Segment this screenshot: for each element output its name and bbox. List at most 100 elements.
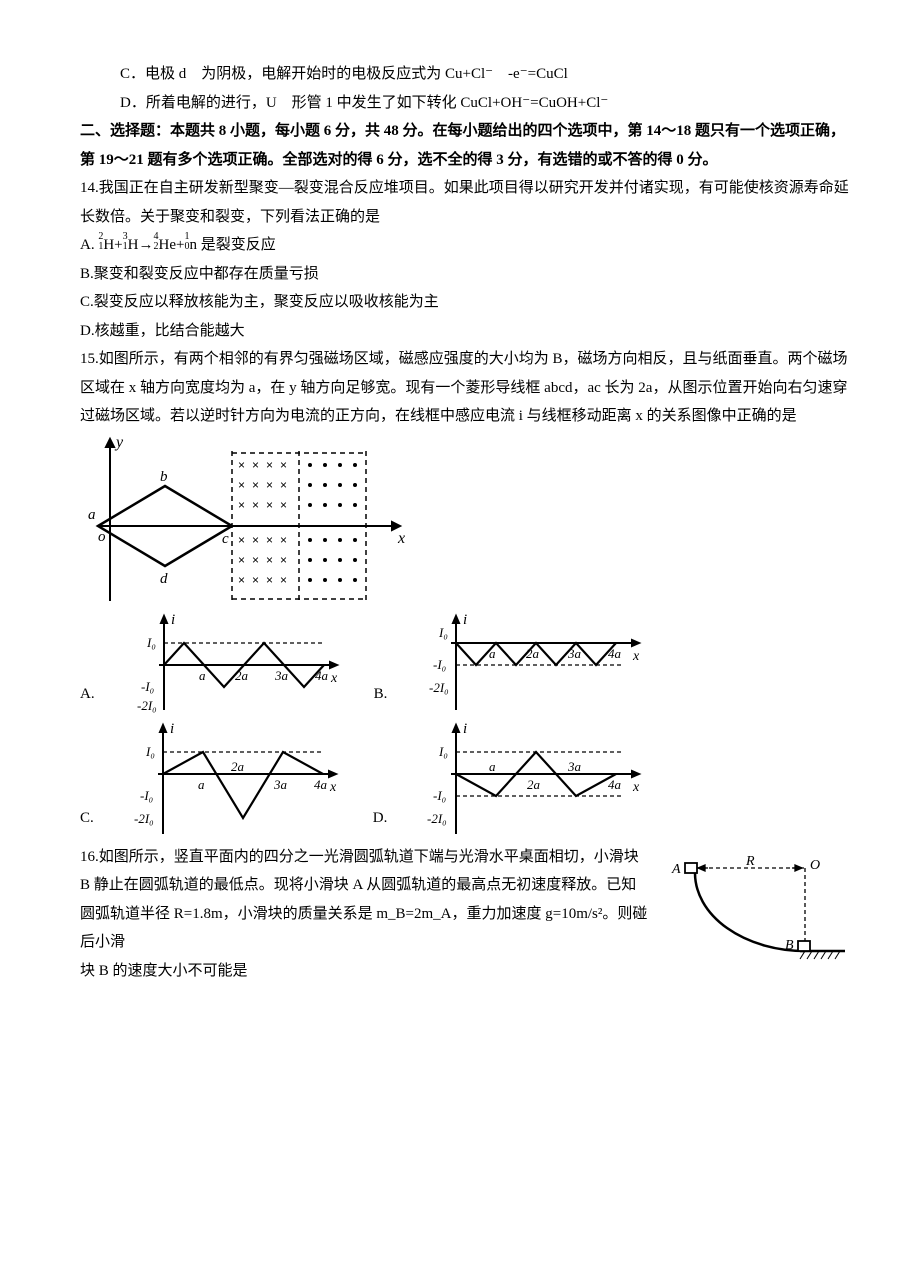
q14-option-a: A. 21H+31H→42He+10n 是裂变反应 — [80, 231, 850, 260]
svg-text:3a: 3a — [273, 777, 288, 792]
svg-text:-I₀: -I₀ — [433, 657, 446, 672]
svg-text:×: × — [252, 478, 259, 492]
svg-text:-2I₀: -2I₀ — [134, 811, 154, 826]
svg-text:×: × — [266, 478, 273, 492]
svg-text:i: i — [171, 612, 175, 628]
svg-text:×: × — [252, 498, 259, 512]
q14-option-d: D.核越重，比结合能越大 — [80, 317, 850, 346]
svg-text:a: a — [489, 759, 496, 774]
q15-stem: 15.如图所示，有两个相邻的有界匀强磁场区域，磁感应强度的大小均为 B，磁场方向… — [80, 345, 850, 431]
svg-text:-2I₀: -2I₀ — [427, 811, 447, 826]
q16-stem: 16.如图所示，竖直平面内的四分之一光滑圆弧轨道下端与光滑水平桌面相切，小滑块 … — [80, 843, 650, 957]
svg-text:x: x — [632, 649, 640, 664]
svg-text:2a: 2a — [527, 777, 541, 792]
svg-text:2a: 2a — [235, 668, 249, 683]
y-axis-label: y — [114, 434, 124, 451]
svg-text:×: × — [252, 458, 259, 472]
svg-text:3a: 3a — [274, 668, 289, 683]
svg-text:x: x — [329, 780, 337, 795]
q15-options-row1: A. i x I₀ -I₀ -2I₀ a 2a 3a 4a B. — [80, 610, 850, 715]
x-axis-label: x — [397, 530, 405, 547]
svg-text:×: × — [238, 553, 245, 567]
svg-text:-I₀: -I₀ — [140, 788, 153, 803]
svg-text:×: × — [280, 573, 287, 587]
svg-text:×: × — [252, 533, 259, 547]
svg-text:×: × — [266, 458, 273, 472]
svg-text:-2I₀: -2I₀ — [137, 698, 157, 713]
q15-graph-a: i x I₀ -I₀ -2I₀ a 2a 3a 4a — [129, 610, 344, 715]
svg-text:×: × — [280, 498, 287, 512]
svg-text:I₀: I₀ — [145, 744, 155, 759]
svg-text:B: B — [785, 938, 794, 953]
svg-text:3a: 3a — [567, 759, 582, 774]
svg-text:×: × — [238, 458, 245, 472]
prev-option-d: D．所着电解的进行，U 形管 1 中发生了如下转化 CuCl+OH⁻=CuOH+… — [80, 89, 850, 118]
svg-text:a: a — [489, 646, 496, 661]
q14-stem: 14.我国正在自主研发新型聚变—裂变混合反应堆项目。如果此项目得以研究开发并付诸… — [80, 174, 850, 231]
q14-option-c: C.裂变反应以释放核能为主，聚变反应以吸收核能为主 — [80, 288, 850, 317]
label-c: c — [222, 531, 229, 547]
svg-text:×: × — [252, 573, 259, 587]
svg-text:R: R — [745, 854, 755, 869]
svg-text:x: x — [632, 780, 640, 795]
svg-text:4a: 4a — [608, 777, 622, 792]
svg-text:x: x — [330, 671, 338, 686]
svg-text:I₀: I₀ — [438, 625, 448, 640]
q15-main-figure: y x a o b c d × × × × × × × × × × × × × × × × × × × × ×… — [80, 431, 850, 606]
q15-options-row2: C. i x I₀ -I₀ -2I₀ a 2a 3a 4a D. — [80, 719, 850, 839]
label-d: d — [160, 571, 168, 587]
section-2-heading: 二、选择题：本题共 8 小题，每小题 6 分，共 48 分。在每小题给出的四个选… — [80, 117, 850, 174]
label-o: o — [98, 529, 106, 545]
svg-text:i: i — [463, 721, 467, 737]
svg-text:-I₀: -I₀ — [141, 679, 154, 694]
svg-text:a: a — [199, 668, 206, 683]
svg-text:3a: 3a — [567, 646, 582, 661]
svg-text:i: i — [463, 612, 467, 628]
svg-text:a: a — [198, 777, 205, 792]
svg-text:I₀: I₀ — [146, 635, 156, 650]
q15-graph-c: i x I₀ -I₀ -2I₀ a 2a 3a 4a — [128, 719, 343, 839]
prev-option-c: C．电极 d 为阴极，电解开始时的电极反应式为 Cu+Cl⁻ -e⁻=CuCl — [80, 60, 850, 89]
svg-text:×: × — [266, 498, 273, 512]
svg-text:×: × — [238, 478, 245, 492]
svg-text:i: i — [170, 721, 174, 737]
nuclear-eq: 21H+31H→42He+10n — [98, 231, 197, 260]
q15-graph-b: i x I₀ -I₀ -2I₀ a 2a 3a 4a — [421, 610, 646, 715]
svg-text:4a: 4a — [315, 668, 329, 683]
svg-text:×: × — [238, 573, 245, 587]
svg-text:×: × — [280, 478, 287, 492]
svg-text:×: × — [280, 553, 287, 567]
label-b: b — [160, 469, 168, 485]
svg-text:×: × — [266, 533, 273, 547]
svg-text:2a: 2a — [526, 646, 540, 661]
svg-text:×: × — [280, 533, 287, 547]
svg-text:×: × — [252, 553, 259, 567]
svg-text:4a: 4a — [314, 777, 328, 792]
svg-text:I₀: I₀ — [438, 744, 448, 759]
q14-option-b: B.聚变和裂变反应中都存在质量亏损 — [80, 260, 850, 289]
q15-label-b: B. — [374, 680, 388, 715]
svg-text:-I₀: -I₀ — [433, 788, 446, 803]
q15-label-a: A. — [80, 680, 95, 715]
svg-text:×: × — [266, 573, 273, 587]
svg-text:A: A — [671, 862, 681, 877]
q15-label-c: C. — [80, 804, 94, 839]
svg-text:×: × — [280, 458, 287, 472]
q14-a-suffix: 是裂变反应 — [201, 237, 276, 253]
q16-block: 16.如图所示，竖直平面内的四分之一光滑圆弧轨道下端与光滑水平桌面相切，小滑块 … — [80, 843, 850, 986]
q16-figure: R A B O — [650, 843, 850, 973]
q15-graph-d: i x I₀ -I₀ -2I₀ a 2a 3a 4a — [421, 719, 646, 839]
svg-text:O: O — [810, 858, 820, 873]
svg-text:×: × — [238, 498, 245, 512]
svg-text:2a: 2a — [231, 759, 245, 774]
q16-stem-2: 块 B 的速度大小不可能是 — [80, 957, 650, 986]
svg-text:-2I₀: -2I₀ — [429, 680, 449, 695]
svg-text:×: × — [266, 553, 273, 567]
svg-text:4a: 4a — [608, 646, 622, 661]
q16-stem-1: 16.如图所示，竖直平面内的四分之一光滑圆弧轨道下端与光滑水平桌面相切，小滑块 … — [80, 849, 647, 951]
label-a: a — [88, 507, 96, 523]
q15-label-d: D. — [373, 804, 388, 839]
svg-text:×: × — [238, 533, 245, 547]
q15-stem-text: 15.如图所示，有两个相邻的有界匀强磁场区域，磁感应强度的大小均为 B，磁场方向… — [80, 351, 848, 424]
q14-a-prefix: A. — [80, 237, 98, 253]
